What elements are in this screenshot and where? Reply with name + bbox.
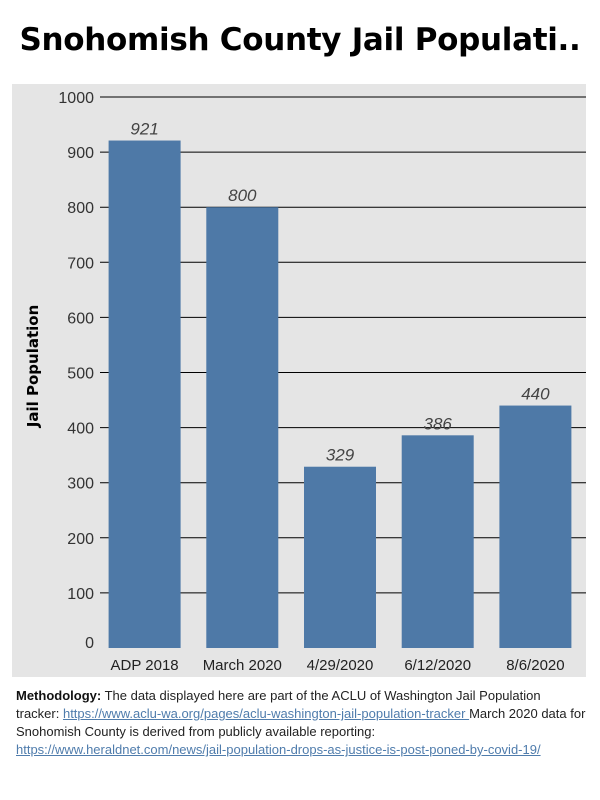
x-tick-label: 4/29/2020 <box>307 657 374 674</box>
plot-background <box>12 84 586 677</box>
aclu-tracker-link[interactable]: https://www.aclu-wa.org/pages/aclu-washi… <box>62 706 470 721</box>
heraldnet-link[interactable]: https://www.heraldnet.com/news/jail-popu… <box>16 742 541 757</box>
x-tick-labels: ADP 2018 March 2020 4/29/2020 6/12/2020 8/6/… <box>111 657 565 674</box>
y-tick-label: 800 <box>67 200 94 217</box>
bar <box>499 405 572 648</box>
bar-chart: 921 800 329 386 440 0 100 200 300 400 500 600 700 80… <box>12 84 586 677</box>
data-label: 440 <box>521 385 550 404</box>
bar <box>401 435 474 648</box>
bar <box>304 466 376 648</box>
y-tick-label: 0 <box>85 635 94 652</box>
y-tick-label: 600 <box>67 310 94 327</box>
y-tick-label: 200 <box>67 531 94 548</box>
data-label: 386 <box>424 414 453 433</box>
bar <box>108 140 181 649</box>
data-labels: 921 800 329 386 440 <box>130 120 550 465</box>
methodology-note: Methodology: The data displayed here are… <box>16 687 586 759</box>
chart-title: Snohomish County Jail Populati.. <box>19 22 581 58</box>
y-tick-label: 500 <box>67 366 94 383</box>
y-axis-label: Jail Population <box>24 305 42 428</box>
x-tick-label: ADP 2018 <box>111 657 179 674</box>
methodology-text-1: The data displayed here are part of the … <box>16 688 541 721</box>
methodology-text-2: March 2020 data for Snohomish County is … <box>16 706 586 739</box>
data-label: 329 <box>326 446 355 465</box>
y-tick-label: 900 <box>67 145 94 162</box>
y-tick-label: 1000 <box>58 90 94 107</box>
methodology-label: Methodology: <box>16 688 102 703</box>
data-label: 921 <box>130 120 158 139</box>
y-tick-label: 400 <box>67 421 94 438</box>
x-tick-label: 6/12/2020 <box>404 657 471 674</box>
bars <box>108 140 572 649</box>
data-label: 800 <box>228 186 257 205</box>
y-tick-label: 300 <box>67 476 94 493</box>
x-tick-label: March 2020 <box>203 657 282 674</box>
y-tick-label: 100 <box>67 586 94 603</box>
bar <box>206 207 279 648</box>
x-tick-label: 8/6/2020 <box>506 657 564 674</box>
y-tick-label: 700 <box>67 255 94 272</box>
y-tick-labels: 0 100 200 300 400 500 600 700 800 900 1000 <box>58 90 94 652</box>
